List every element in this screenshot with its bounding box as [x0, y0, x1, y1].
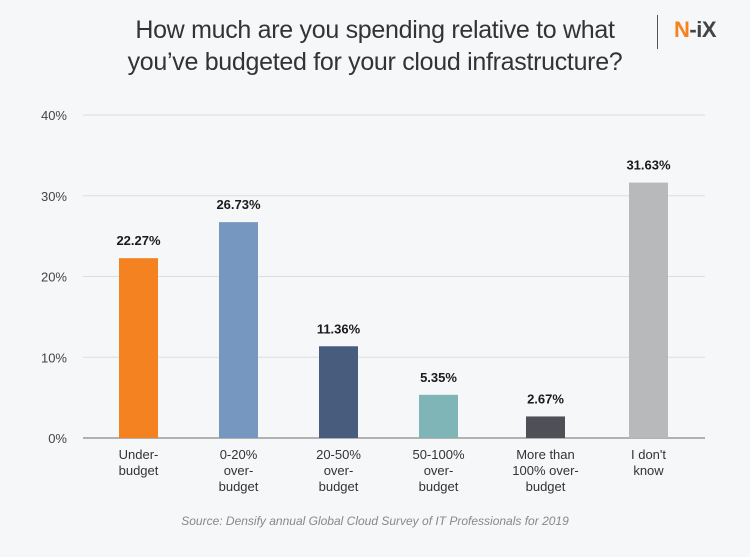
value-label: 2.67%: [527, 391, 564, 406]
logo-divider: [657, 15, 658, 49]
y-tick-label: 30%: [41, 189, 67, 204]
x-tick-label: I don't know: [631, 447, 666, 478]
gridlines: [83, 114, 705, 439]
value-label: 5.35%: [420, 370, 457, 385]
x-tick-label-line: budget: [219, 479, 259, 494]
value-label: 22.27%: [116, 233, 161, 248]
bars: [119, 182, 668, 438]
x-tick-label-line: know: [633, 463, 664, 478]
title-line-2: you’ve budgeted for your cloud infrastru…: [127, 48, 623, 76]
value-label: 26.73%: [216, 197, 261, 212]
chart-title: How much are you spending relative to wh…: [100, 14, 650, 78]
x-tick-label-line: budget: [319, 479, 359, 494]
y-axis-ticks: 0% 10% 20% 30% 40%: [41, 108, 67, 446]
x-tick-label: 50-100% over-budget: [412, 447, 464, 494]
value-labels: 22.27% 26.73% 11.36% 5.35% 2.67% 31.63%: [116, 158, 671, 407]
bar: [219, 222, 258, 438]
x-tick-label: 0-20% over-budget: [219, 447, 259, 494]
x-tick-label-line: budget: [419, 479, 459, 494]
x-tick-label-line: over-: [224, 463, 254, 478]
x-tick-label: 20-50% over-budget: [316, 447, 361, 494]
x-tick-label-line: budget: [119, 463, 159, 478]
x-tick-label-line: 50-100%: [412, 447, 464, 462]
n-ix-logo: N-iX: [674, 17, 717, 43]
bar: [419, 394, 458, 438]
y-tick-label: 20%: [41, 270, 67, 285]
x-tick-label: More than 100% over-budget: [512, 447, 578, 494]
bar: [526, 416, 565, 438]
x-tick-label-line: 0-20%: [220, 447, 258, 462]
logo-n: N: [674, 17, 690, 42]
x-tick-label-line: over-: [424, 463, 454, 478]
value-label: 11.36%: [317, 321, 361, 336]
x-tick-label-line: over-: [324, 463, 354, 478]
y-tick-label: 40%: [41, 108, 67, 123]
title-line-1: How much are you spending relative to wh…: [135, 16, 615, 44]
x-tick-label-line: Under-: [119, 447, 159, 462]
value-label: 31.63%: [626, 158, 671, 173]
x-tick-label-line: 100% over-: [512, 463, 578, 478]
bar: [119, 258, 158, 438]
x-tick-label-line: I don't: [631, 447, 666, 462]
y-tick-label: 0%: [48, 431, 67, 446]
bar: [319, 346, 358, 438]
source-note: Source: Densify annual Global Cloud Surv…: [181, 514, 569, 528]
x-tick-label: Under-budget: [119, 447, 159, 478]
bar: [629, 182, 668, 438]
logo-rest: -iX: [689, 17, 717, 42]
x-tick-label-line: 20-50%: [316, 447, 361, 462]
x-tick-label-line: More than: [516, 447, 575, 462]
x-tick-label-line: budget: [526, 479, 566, 494]
y-tick-label: 10%: [41, 350, 67, 365]
